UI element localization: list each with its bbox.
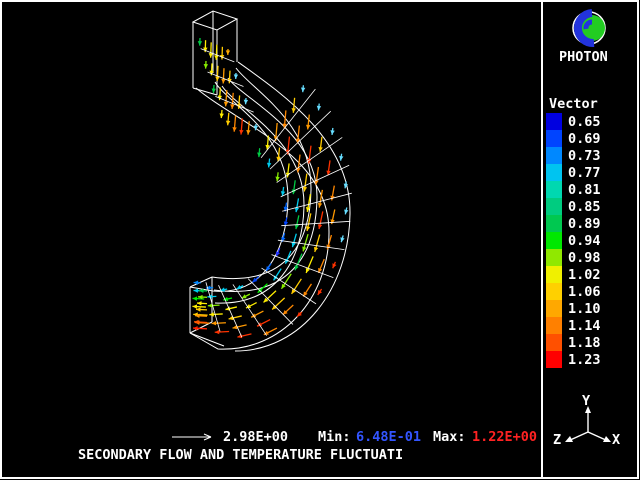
outer-near-edge: [189, 87, 330, 350]
legend-entry: 0.94: [546, 232, 601, 249]
max-label: Max:: [433, 429, 466, 445]
legend-color-swatch: [546, 300, 562, 317]
legend-color-swatch: [546, 164, 562, 181]
axis-triad: [565, 406, 611, 442]
legend-value: 1.02: [568, 266, 601, 283]
legend-color-swatch: [546, 283, 562, 300]
outer-far-edge: [234, 61, 351, 352]
legend-value: 0.98: [568, 249, 601, 266]
legend-value: 1.14: [568, 317, 601, 334]
legend-color-swatch: [546, 181, 562, 198]
axis-y-label: Y: [582, 393, 591, 409]
legend-entry: 0.69: [546, 130, 601, 147]
legend-color-swatch: [546, 130, 562, 147]
legend-entry: 1.10: [546, 300, 601, 317]
legend-entry: 1.14: [546, 317, 601, 334]
duct-wireframe: [189, 10, 351, 352]
legend-color-swatch: [546, 351, 562, 368]
reference-value: 2.98E+00: [223, 429, 289, 445]
legend-color-swatch: [546, 266, 562, 283]
legend-value: 0.85: [568, 198, 601, 215]
mid-edge-2: [213, 77, 318, 292]
legend-value: 0.81: [568, 181, 601, 198]
legend-entry: 1.02: [546, 266, 601, 283]
inner-far-edge: [211, 67, 312, 279]
axis-z-label: Z: [553, 432, 562, 448]
legend-value: 0.94: [568, 232, 601, 249]
legend-entry: 1.23: [546, 351, 601, 368]
vector-field: [192, 37, 352, 339]
plot-title: SECONDARY FLOW AND TEMPERATURE FLUCTUATI: [78, 447, 404, 463]
legend-value: 0.65: [568, 113, 601, 130]
legend-color-swatch: [546, 317, 562, 334]
legend-entry: 0.85: [546, 198, 601, 215]
legend-color-swatch: [546, 147, 562, 164]
axis-x-label: X: [612, 432, 621, 448]
inner-near-edge: [189, 81, 289, 292]
legend-value: 0.69: [568, 130, 601, 147]
photon-logo-icon: [572, 9, 606, 47]
legend-value: 1.18: [568, 334, 601, 351]
legend-color-swatch: [546, 215, 562, 232]
legend-value: 1.10: [568, 300, 601, 317]
legend-color-swatch: [546, 334, 562, 351]
min-value: 6.48E-01: [356, 429, 422, 445]
legend-entry: 0.77: [546, 164, 601, 181]
legend-value: 0.89: [568, 215, 601, 232]
logo-label: PHOTON: [559, 49, 608, 65]
legend-value: 0.77: [568, 164, 601, 181]
legend-value: 1.06: [568, 283, 601, 300]
legend-entry: 0.65: [546, 113, 601, 130]
legend-entry: 0.98: [546, 249, 601, 266]
legend-entry: 1.06: [546, 283, 601, 300]
legend-color-swatch: [546, 249, 562, 266]
reference-arrow: [172, 433, 212, 441]
legend-color-swatch: [546, 232, 562, 249]
legend-value: 0.73: [568, 147, 601, 164]
legend-entry: 0.81: [546, 181, 601, 198]
color-legend: 0.65 0.69 0.73 0.77 0.81 0.85 0.89 0.94 0.98 1.02…: [546, 113, 601, 368]
legend-entry: 0.73: [546, 147, 601, 164]
min-label: Min:: [318, 429, 351, 445]
legend-title: Vector: [549, 96, 598, 112]
legend-value: 1.23: [568, 351, 601, 368]
legend-color-swatch: [546, 198, 562, 215]
legend-color-swatch: [546, 113, 562, 130]
legend-entry: 1.18: [546, 334, 601, 351]
max-value: 1.22E+00: [472, 429, 538, 445]
legend-entry: 0.89: [546, 215, 601, 232]
